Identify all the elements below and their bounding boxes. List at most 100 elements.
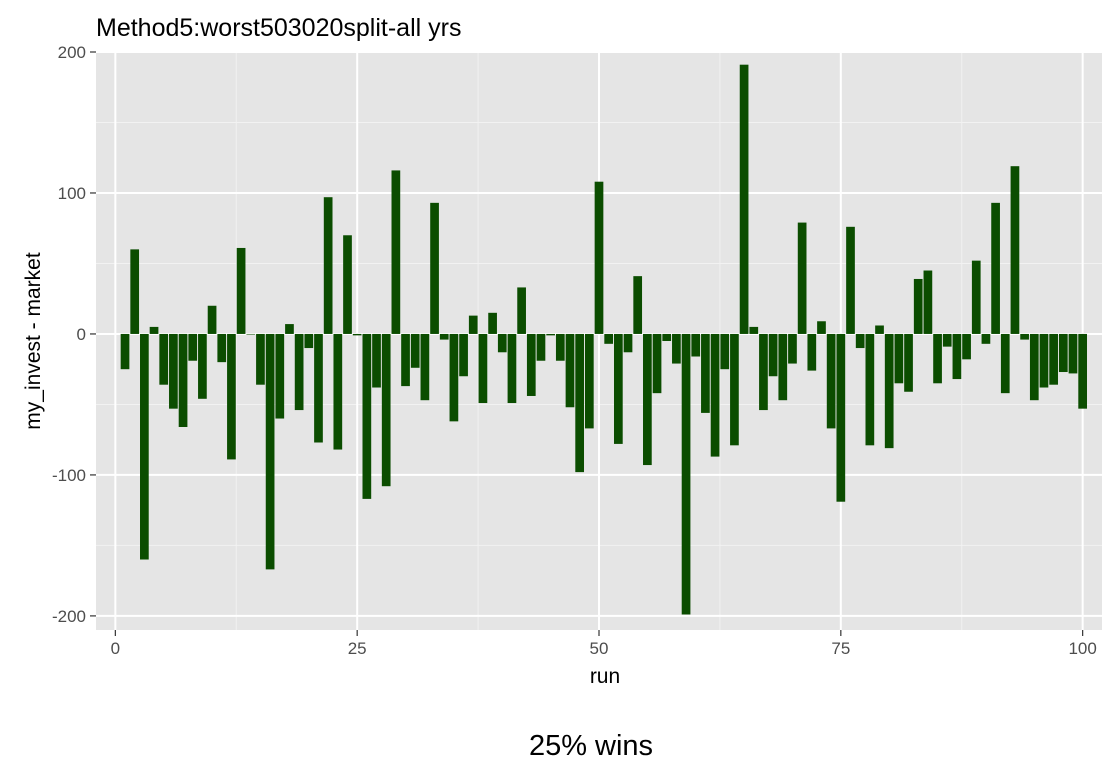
bar <box>536 333 546 361</box>
bar <box>565 333 575 408</box>
x-tick-label: 0 <box>111 639 120 658</box>
bar <box>739 64 749 334</box>
bar <box>710 333 720 457</box>
bar <box>1029 333 1039 401</box>
bar <box>865 333 875 446</box>
chart-title: Method5:worst503020split-all yrs <box>96 14 461 42</box>
bar <box>343 235 352 334</box>
bar <box>604 333 614 344</box>
bar <box>159 333 169 385</box>
bar <box>584 333 594 429</box>
bar <box>817 321 826 334</box>
bar <box>971 260 981 334</box>
bar <box>198 333 207 399</box>
bar <box>372 333 381 388</box>
bar <box>633 276 643 334</box>
bar <box>391 170 401 334</box>
bar <box>1068 333 1078 374</box>
bar <box>1010 166 1020 334</box>
bar <box>1000 333 1010 394</box>
bar <box>749 326 759 334</box>
bar <box>1049 333 1058 385</box>
bar <box>1039 333 1049 388</box>
bar <box>275 333 285 419</box>
bar <box>314 333 323 443</box>
bar <box>730 333 739 446</box>
bar <box>304 333 314 349</box>
bar <box>401 333 410 387</box>
bar <box>217 333 227 363</box>
bar <box>352 333 362 336</box>
bar <box>826 333 836 429</box>
x-tick-label: 50 <box>590 639 609 658</box>
y-tick-label: -200 <box>52 607 86 626</box>
x-tick-label: 25 <box>348 639 367 658</box>
bar <box>768 333 778 377</box>
bar <box>884 333 894 449</box>
bar <box>1058 333 1068 373</box>
bar <box>236 247 246 334</box>
bar <box>1020 333 1029 340</box>
bar <box>846 226 855 334</box>
bar <box>410 333 420 368</box>
y-tick-label: 0 <box>77 325 86 344</box>
bar <box>913 278 923 334</box>
bar <box>575 333 585 473</box>
bar <box>962 333 971 360</box>
bar <box>169 333 178 409</box>
bar <box>478 333 488 404</box>
bar <box>546 333 555 336</box>
bar <box>362 333 372 499</box>
bar <box>933 333 942 384</box>
bar <box>778 333 788 401</box>
bar <box>836 333 846 502</box>
bar <box>701 333 710 413</box>
bar <box>285 324 294 334</box>
bar <box>652 333 662 394</box>
bar <box>904 333 913 392</box>
bar <box>672 333 681 364</box>
bar <box>894 333 904 384</box>
bar <box>140 333 149 560</box>
bar <box>517 287 526 334</box>
bar <box>923 270 933 334</box>
bar <box>323 197 333 334</box>
bar <box>526 333 536 396</box>
bar <box>1078 333 1088 409</box>
y-axis: -200 -100 0 100 200 <box>52 43 96 626</box>
bar <box>797 222 807 334</box>
bar <box>643 333 652 466</box>
bar <box>256 333 265 385</box>
bar <box>991 202 1000 334</box>
bar <box>294 333 304 411</box>
x-tick-label: 100 <box>1068 639 1096 658</box>
bar <box>788 333 797 364</box>
bar <box>178 333 188 427</box>
bar <box>207 305 217 334</box>
bar <box>875 325 884 334</box>
y-tick-label: 100 <box>58 184 86 203</box>
bar <box>942 333 952 347</box>
bar <box>720 333 730 370</box>
y-tick-label: -100 <box>52 466 86 485</box>
bar <box>807 333 817 371</box>
bar <box>246 333 256 335</box>
bar <box>430 202 439 334</box>
bar <box>449 333 459 422</box>
bar <box>333 333 343 450</box>
bar <box>981 333 991 344</box>
x-tick-label: 75 <box>831 639 850 658</box>
bar <box>594 181 604 334</box>
bar <box>265 333 275 570</box>
bars <box>120 64 1088 615</box>
wins-caption: 25% wins <box>529 730 653 760</box>
x-axis-label: run <box>590 665 620 688</box>
bar <box>188 333 198 361</box>
bar <box>149 326 159 334</box>
y-tick-label: 200 <box>58 43 86 62</box>
bar <box>759 333 768 411</box>
bar <box>381 333 391 487</box>
bar <box>130 249 140 334</box>
bar <box>662 333 672 341</box>
